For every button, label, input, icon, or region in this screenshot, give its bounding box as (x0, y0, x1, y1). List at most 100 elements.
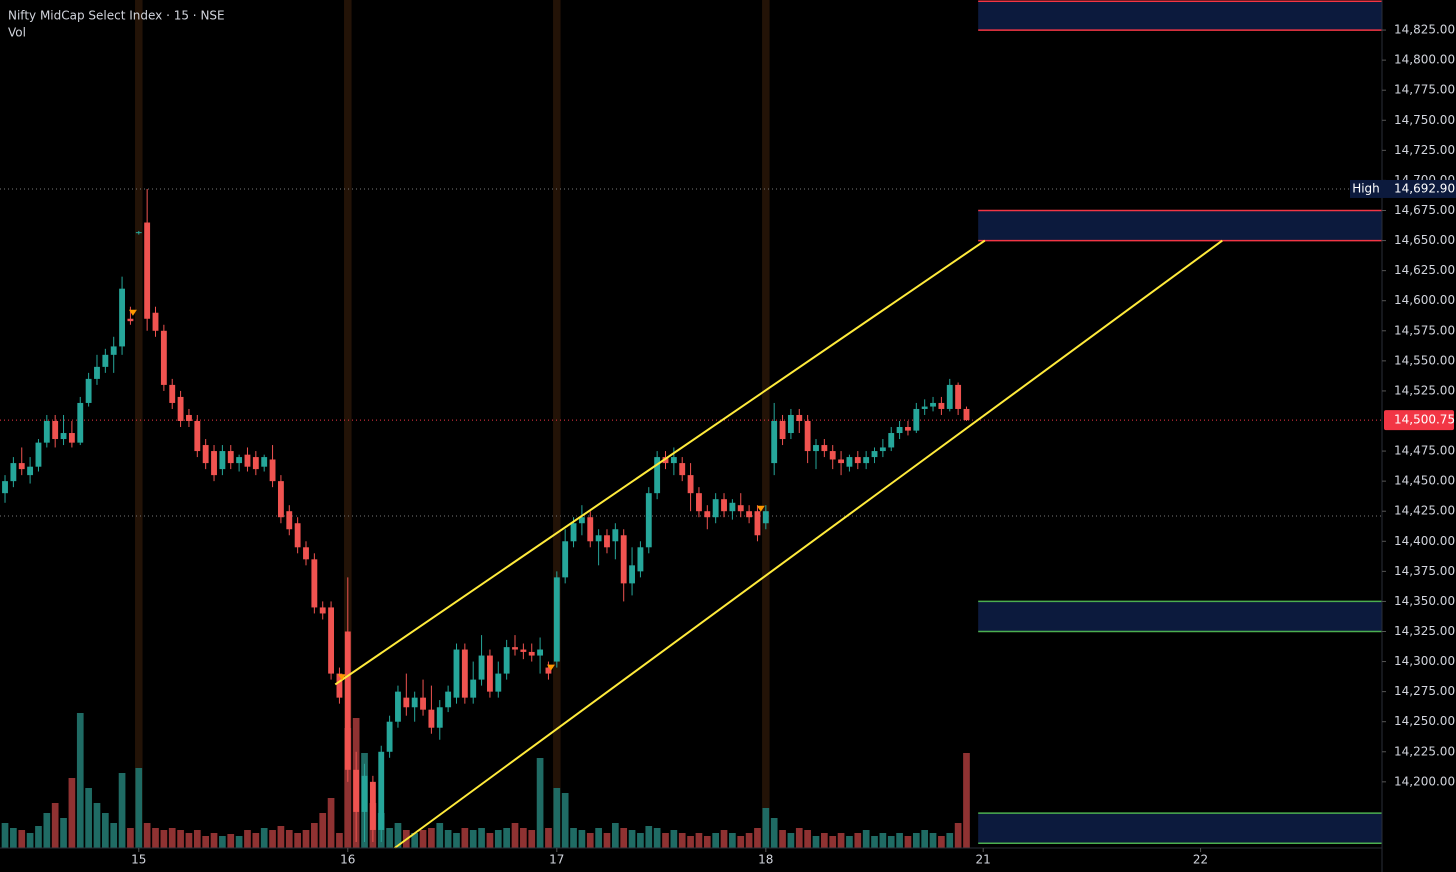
candle-body (838, 459, 844, 464)
candle-body (395, 691, 401, 722)
candle-body (762, 511, 769, 524)
y-tick-label: 14,575.00 (1394, 323, 1455, 337)
volume-bar (127, 828, 134, 848)
volume-bar (703, 836, 711, 848)
candle-body (779, 420, 786, 440)
candle-body (729, 502, 736, 512)
candle-body (754, 511, 761, 536)
candle-body (445, 691, 452, 708)
y-tick-label: 14,325.00 (1394, 624, 1455, 638)
volume-bar (336, 833, 343, 848)
volume-bar (912, 833, 920, 848)
candle-body (436, 707, 443, 728)
candle-body (68, 433, 75, 443)
volume-bar (720, 830, 728, 848)
candle-body (528, 651, 535, 656)
candle-body (277, 481, 284, 518)
volume-bar (143, 823, 151, 848)
volume-bar (428, 828, 435, 848)
candle-body (821, 445, 828, 452)
candle-body (303, 547, 309, 560)
chart-title: Nifty MidCap Select Index · 15 · NSE (8, 9, 225, 23)
candle-body (311, 559, 318, 608)
y-tick-label: 14,375.00 (1394, 564, 1455, 578)
volume-bar (277, 826, 285, 848)
volume-bar (570, 828, 577, 848)
channel-line (394, 239, 1223, 849)
high-tag-label: High (1352, 181, 1380, 195)
candle-body (244, 454, 251, 467)
candle-body (478, 655, 485, 680)
zone (978, 1, 1382, 31)
candle-body (854, 457, 861, 464)
candle-body (135, 232, 142, 234)
candle-body (612, 529, 619, 542)
volume-bar (846, 836, 853, 848)
volume-bar (436, 823, 444, 848)
volume-bar (854, 833, 862, 848)
high-price-tag (1382, 179, 1456, 198)
volume-bar (386, 828, 393, 848)
candle-body (177, 396, 184, 421)
candle-body (127, 318, 134, 322)
candle-body (679, 463, 686, 476)
volume-bar (729, 833, 736, 848)
candle-body (829, 451, 836, 460)
axis-background (1382, 0, 1456, 872)
y-tick-label: 14,725.00 (1394, 143, 1455, 157)
y-tick-label: 14,550.00 (1394, 353, 1455, 367)
volume-bar (586, 833, 594, 848)
candle-body (587, 517, 594, 542)
volume-bar (762, 808, 770, 848)
high-tag (1350, 179, 1382, 198)
x-tick-label: 15 (131, 853, 146, 867)
candle-body (286, 511, 293, 530)
volume-bar (645, 826, 653, 848)
volume-bar (1, 823, 9, 848)
volume-bar (411, 833, 419, 848)
candle-body (236, 457, 243, 464)
volume-bar (770, 818, 778, 848)
volume-bar (26, 833, 34, 848)
y-tick-label: 14,450.00 (1394, 474, 1455, 488)
candle-body (386, 721, 393, 752)
volume-bar (695, 833, 703, 848)
volume-bar (110, 823, 118, 848)
x-tick-label: 21 (976, 853, 991, 867)
candle-body (152, 312, 159, 331)
volume-bar (419, 830, 427, 848)
candle-body (696, 493, 702, 512)
candle-body (670, 457, 677, 464)
volume-bar (921, 830, 929, 848)
volume-bar (829, 836, 837, 848)
session-break (135, 0, 143, 848)
candle-body (645, 493, 652, 548)
candle-body (553, 577, 560, 662)
candle-body (328, 607, 335, 674)
candle-body (336, 673, 343, 698)
candle-body (94, 366, 100, 379)
candle-body (637, 547, 644, 572)
candle-body (2, 481, 8, 494)
volume-bar (896, 833, 903, 848)
candle-body (252, 457, 259, 470)
volume-bar (745, 833, 753, 848)
volume-bar (804, 830, 811, 848)
candle-body (662, 457, 669, 464)
last-price-tag (1384, 410, 1454, 431)
volume-bar (862, 830, 870, 848)
candle-body (537, 649, 544, 656)
candle-body (10, 463, 17, 482)
candle-body (428, 709, 435, 728)
candle-body (487, 655, 493, 692)
volume-bar (327, 798, 335, 848)
volume-bar (478, 828, 485, 848)
candle-body (119, 288, 125, 347)
candle-body (110, 346, 117, 355)
candle-body (261, 457, 268, 467)
y-tick-label: 14,750.00 (1394, 113, 1455, 127)
candle-body (804, 420, 811, 452)
volume-bar (737, 836, 745, 848)
session-break (344, 0, 352, 848)
